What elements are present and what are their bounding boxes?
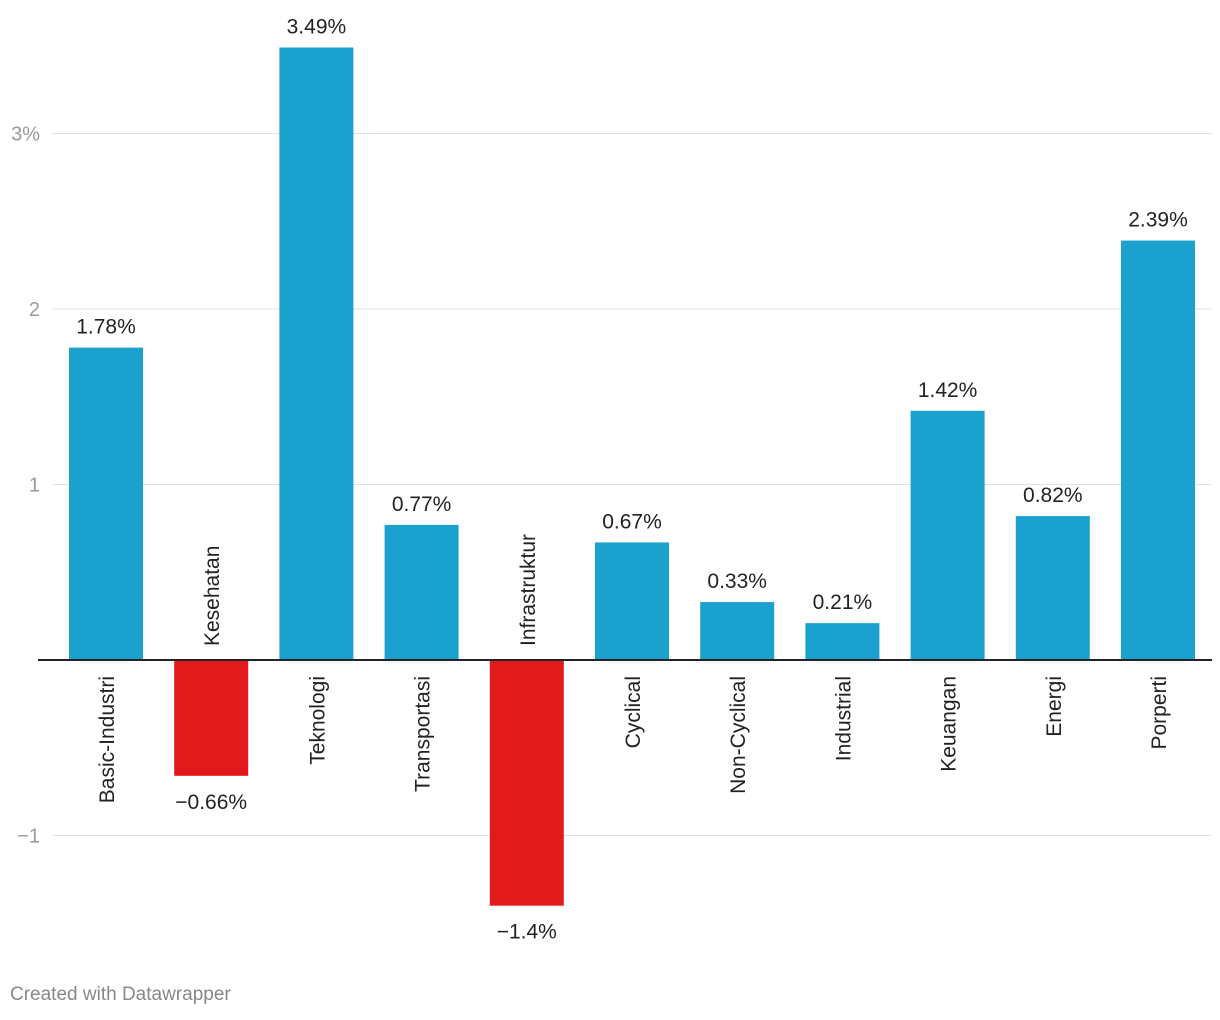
bar-teknologi [279, 47, 354, 660]
bar-transportasi [384, 524, 459, 660]
y-tick-label: 3% [11, 124, 40, 146]
bar-kesehatan [174, 660, 249, 776]
category-label: Keuangan [938, 676, 961, 772]
category-label: Energi [1043, 676, 1066, 737]
y-tick-label: 1 [29, 475, 40, 497]
category-label: Non-Cyclical [727, 676, 750, 794]
category-label: Porperti [1148, 676, 1171, 750]
footer-credit: Created with Datawrapper [10, 984, 231, 1005]
bar-chart: 3% 2 1 −1 1.78% −0.66% 3.49% 0.77% −1.4% 0.67% 0.… [11, 16, 1212, 944]
gridlines [52, 133, 1212, 836]
value-label: −0.66% [175, 791, 247, 814]
value-label: 3.49% [287, 16, 347, 39]
y-axis-tick-labels: 3% 2 1 −1 [11, 124, 40, 848]
category-label: Kesehatan [201, 546, 224, 646]
bar-keuangan [910, 410, 985, 660]
value-label: 1.42% [918, 379, 978, 402]
value-label: 1.78% [76, 316, 136, 339]
bar-basic-industri [69, 347, 143, 660]
bar-non-cyclical [700, 602, 775, 660]
y-tick-label: −1 [17, 826, 40, 848]
category-label: Teknologi [306, 676, 329, 765]
value-label: 0.33% [707, 570, 767, 593]
bar-infrastruktur [489, 660, 564, 906]
value-label: 0.67% [602, 510, 662, 533]
value-label: 0.21% [813, 591, 873, 614]
category-label: Basic-Industri [96, 676, 119, 803]
category-label: Cyclical [622, 676, 645, 748]
bar-industrial [805, 623, 880, 660]
value-label: 0.77% [392, 493, 452, 516]
value-label: 2.39% [1128, 209, 1188, 232]
bars [69, 47, 1195, 906]
bar-porperti [1121, 240, 1195, 660]
category-label: Infrastruktur [517, 534, 540, 646]
category-label: Transportasi [412, 676, 435, 792]
category-label: Industrial [832, 676, 855, 761]
value-label: −1.4% [497, 921, 557, 944]
bar-energi [1015, 516, 1090, 660]
value-labels: 1.78% −0.66% 3.49% 0.77% −1.4% 0.67% 0.33% 0.21… [76, 16, 1188, 944]
bar-cyclical [595, 542, 669, 660]
value-label: 0.82% [1023, 484, 1083, 507]
y-tick-label: 2 [29, 299, 40, 321]
category-labels: Basic-Industri Kesehatan Teknologi Transpor… [96, 534, 1171, 803]
